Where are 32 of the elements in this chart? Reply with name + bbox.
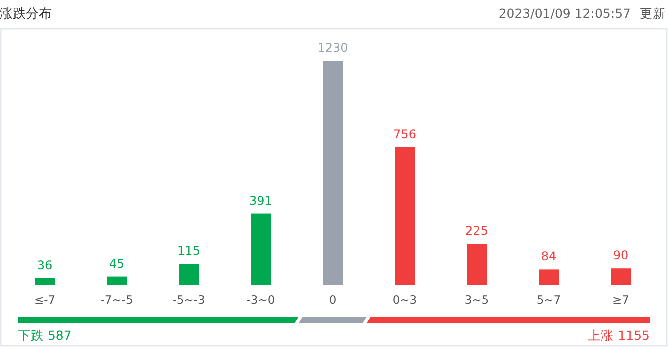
text: 上涨 1155 bbox=[588, 328, 650, 343]
bar bbox=[467, 244, 487, 285]
data-label: 225 bbox=[466, 224, 488, 238]
data-label: 1230 bbox=[318, 41, 348, 55]
bar bbox=[179, 264, 199, 285]
data-label: 90 bbox=[613, 248, 629, 263]
x-tick-label: ≤-7 bbox=[34, 293, 56, 307]
data-label: 36 bbox=[37, 258, 53, 272]
x-tick-label: -7~-5 bbox=[100, 293, 134, 307]
bar bbox=[539, 270, 559, 285]
bar bbox=[323, 61, 343, 285]
bar bbox=[35, 278, 55, 285]
bar bbox=[107, 276, 127, 285]
bar bbox=[611, 268, 631, 285]
data-label: 391 bbox=[250, 194, 272, 208]
data-label: 84 bbox=[541, 250, 557, 264]
text: 更新 bbox=[640, 6, 666, 21]
data-label: 756 bbox=[394, 127, 416, 142]
x-tick-label: -5~-3 bbox=[172, 293, 206, 307]
x-tick-label: 5~7 bbox=[536, 293, 562, 307]
x-tick-label: 3~5 bbox=[464, 293, 490, 307]
text: 2023/01/09 12:05:57 bbox=[498, 6, 631, 21]
x-tick-label: ≥7 bbox=[612, 293, 630, 307]
data-label: 115 bbox=[178, 244, 200, 258]
bar bbox=[395, 147, 415, 285]
bar bbox=[251, 214, 271, 285]
chart-title: 涨跌分布 bbox=[0, 7, 52, 22]
x-tick-label: 0 bbox=[329, 293, 337, 307]
x-tick-label: 0~3 bbox=[392, 293, 418, 307]
text: 下跌 587 bbox=[18, 328, 72, 343]
x-tick-label: -3~0 bbox=[246, 293, 276, 307]
data-label: 45 bbox=[109, 256, 125, 271]
